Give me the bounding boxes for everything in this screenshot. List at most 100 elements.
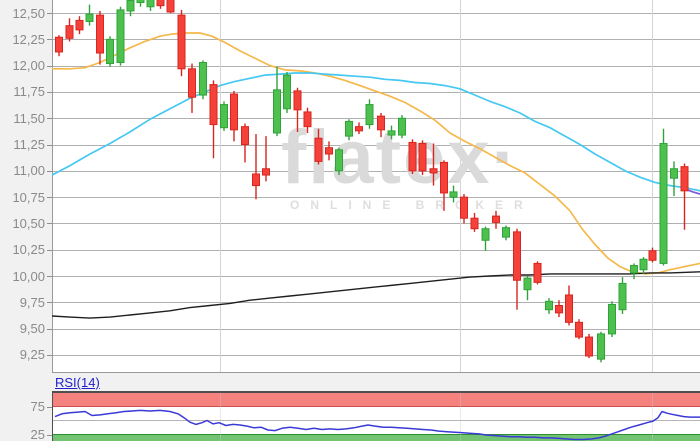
candle-body: [177, 14, 186, 70]
candle-down: [429, 143, 438, 186]
candle-down: [585, 333, 593, 359]
candle-down: [156, 0, 165, 9]
candle-up: [630, 263, 638, 280]
price-chart-plot: [52, 0, 700, 363]
candle-up: [618, 277, 627, 314]
candle-down: [303, 107, 312, 133]
candle-up: [126, 0, 135, 17]
candle-down: [241, 123, 249, 163]
candle-down: [177, 9, 186, 77]
rsi-chart-plot: [52, 391, 700, 441]
candle-up: [345, 119, 353, 141]
flatex-watermark-logo: flatex·: [281, 120, 519, 196]
candle-up: [335, 147, 343, 176]
candle-body: [377, 115, 385, 131]
candle-body: [365, 104, 374, 126]
candle-up: [523, 276, 532, 301]
candle-body: [146, 0, 155, 8]
candle-body: [639, 258, 648, 271]
candle-down: [470, 212, 479, 232]
candle-down: [325, 141, 333, 161]
rsi-overbought-band: [52, 393, 700, 407]
candle-body: [106, 38, 114, 65]
candle-down: [565, 285, 573, 326]
candle-body: [481, 228, 490, 241]
candle-body: [283, 74, 291, 110]
candle-body: [680, 166, 689, 192]
candle-up: [116, 6, 125, 66]
candle-up: [106, 36, 114, 67]
candle-down: [492, 210, 500, 229]
candle-body: [230, 93, 238, 131]
rsi-line: [54, 409, 700, 441]
candle-up: [659, 128, 668, 266]
candle-down: [96, 10, 104, 65]
candle-body: [418, 142, 427, 172]
candle-body: [618, 282, 627, 311]
rsi-indicator-link[interactable]: RSI(14): [55, 375, 100, 390]
ma-violet-line: [686, 188, 700, 195]
candle-body: [513, 231, 521, 281]
candle-body: [449, 191, 458, 198]
candle-up: [608, 301, 616, 338]
candle-up: [220, 101, 228, 131]
candle-up: [670, 161, 678, 197]
candle-down: [75, 16, 84, 35]
candle-down: [293, 87, 302, 132]
candle-down: [166, 0, 175, 14]
candle-body: [345, 120, 353, 137]
candle-down: [65, 18, 74, 42]
candle-body: [262, 168, 270, 176]
candle-body: [630, 265, 638, 274]
candle-down: [55, 35, 63, 57]
rsi-oversold-band: [52, 434, 700, 441]
candle-up: [85, 4, 94, 26]
candle-body: [220, 104, 228, 129]
candle-body: [314, 137, 323, 162]
candle-down: [648, 247, 657, 263]
candle-body: [209, 84, 218, 126]
candle-up: [365, 99, 374, 129]
price-grid-layer: [52, 0, 700, 373]
candle-up: [273, 66, 281, 137]
candle-body: [670, 168, 678, 179]
candle-body: [116, 9, 125, 63]
candle-body: [408, 141, 417, 172]
candle-body: [648, 250, 657, 261]
candle-body: [585, 336, 593, 357]
candles-group: [55, 0, 689, 363]
candle-body: [293, 90, 302, 111]
candle-up: [481, 226, 490, 251]
candle-body: [398, 117, 406, 136]
moving-averages: [52, 32, 700, 319]
candle-down: [188, 63, 196, 113]
candle-up: [449, 185, 458, 203]
candle-body: [55, 36, 63, 53]
candle-body: [460, 196, 468, 219]
candle-body: [156, 0, 165, 7]
price-gridlines: [52, 0, 700, 373]
candle-body: [608, 303, 616, 335]
candle-down: [513, 228, 521, 310]
ma-orange-line: [52, 32, 700, 275]
candle-up: [502, 225, 510, 241]
candle-body: [136, 0, 145, 4]
candle-down: [440, 160, 448, 211]
candle-down: [460, 193, 468, 224]
candle-down: [262, 136, 270, 182]
candle-body: [545, 300, 553, 311]
candle-body: [429, 168, 438, 174]
candle-body: [659, 142, 668, 264]
candle-body: [597, 333, 605, 360]
candle-up: [283, 71, 291, 113]
candle-body: [440, 161, 448, 194]
candle-body: [575, 321, 583, 338]
candle-down: [252, 134, 260, 200]
candle-body: [492, 215, 500, 223]
candle-body: [241, 126, 249, 146]
candle-body: [387, 130, 396, 136]
price-plot-background: [52, 0, 700, 373]
candle-body: [523, 277, 532, 291]
candle-body: [565, 294, 573, 323]
